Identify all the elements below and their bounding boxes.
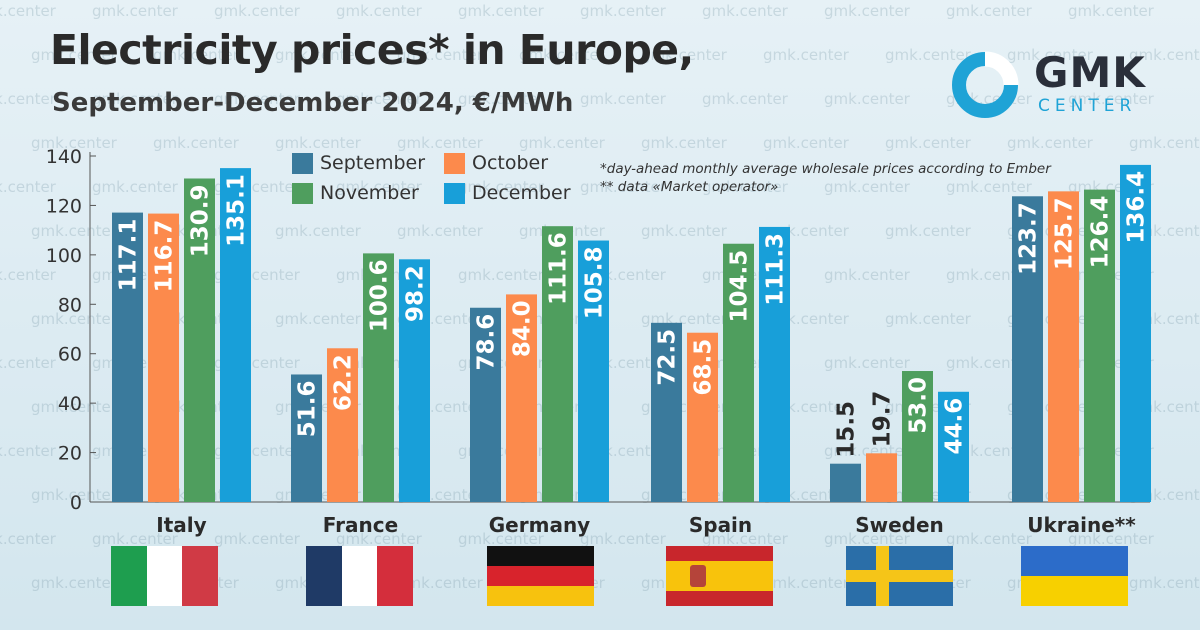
footnote-2: ** data «Market operator»	[600, 179, 779, 195]
legend-swatch-october	[444, 152, 465, 174]
value-label: 84.0	[510, 300, 536, 357]
bar-december-2	[578, 240, 609, 502]
value-label: 125.7	[1052, 197, 1078, 270]
value-label: 111.3	[763, 233, 789, 306]
legend-item-october: October	[444, 152, 548, 174]
legend-swatch-september	[292, 152, 313, 174]
logo-ring-icon	[952, 51, 1019, 118]
legend-label-september: September	[320, 152, 426, 174]
bar-november-4	[902, 371, 933, 502]
legend-swatch-november	[292, 182, 313, 204]
category-label: Spain	[689, 513, 752, 537]
footnote-1: *day-ahead monthly average wholesale pri…	[600, 161, 1051, 177]
y-tick-label: 140	[46, 146, 82, 168]
value-label: 123.7	[1016, 202, 1042, 275]
legend-swatch-december	[444, 182, 465, 204]
flag-spain-icon	[666, 546, 773, 606]
flag-italy-icon	[111, 546, 218, 606]
y-tick-label: 0	[70, 492, 82, 514]
category-label: Ukraine**	[1027, 513, 1136, 537]
value-label: 135.1	[224, 174, 250, 247]
legend-label-november: November	[320, 182, 419, 204]
y-tick-label: 80	[58, 294, 82, 316]
value-label: 51.6	[295, 380, 321, 437]
bar-october-1	[327, 348, 358, 502]
flag-sweden-icon	[846, 546, 953, 606]
value-label: 117.1	[116, 219, 142, 292]
legend-label-october: October	[472, 152, 549, 174]
value-label: 104.5	[727, 250, 753, 323]
value-label: 105.8	[582, 247, 608, 320]
legend-item-september: September	[292, 152, 425, 174]
flag-ukraine-icon	[1021, 546, 1128, 606]
bar-november-1	[363, 253, 394, 502]
bar-september-1	[291, 374, 322, 502]
value-label: 116.7	[152, 220, 178, 293]
category-label: France	[323, 513, 398, 537]
flag-germany-icon	[487, 546, 594, 606]
bar-october-3	[687, 332, 718, 502]
value-label: 78.6	[474, 314, 500, 371]
value-label: 98.2	[403, 265, 429, 322]
y-tick-label: 120	[46, 195, 82, 217]
category-label: Sweden	[855, 513, 944, 537]
bar-december-0	[220, 168, 251, 503]
y-tick-label: 20	[58, 443, 82, 465]
legend: September October November December	[292, 152, 592, 212]
value-label: 19.7	[870, 391, 896, 448]
chart-title: Electricity prices* in Europe,	[50, 26, 694, 74]
value-label: 72.5	[655, 329, 681, 386]
legend-label-december: December	[472, 182, 571, 204]
bar-september-2	[470, 307, 501, 502]
bar-november-5	[1084, 189, 1115, 502]
bar-december-5	[1120, 164, 1151, 502]
logo-name: GMK	[1034, 48, 1146, 97]
bar-december-3	[759, 226, 790, 502]
gmk-center-logo: GMK CENTER	[950, 48, 1150, 118]
flag-france-icon	[306, 546, 413, 606]
value-label: 15.5	[834, 401, 860, 458]
y-tick-label: 40	[58, 393, 82, 415]
category-label: Germany	[489, 513, 590, 537]
logo-sub: CENTER	[1038, 96, 1137, 116]
spain-coat-of-arms-icon	[690, 565, 706, 587]
bar-october-0	[148, 213, 179, 502]
y-tick-label: 100	[46, 245, 82, 267]
value-label: 44.6	[942, 398, 968, 455]
value-label: 68.5	[691, 339, 717, 396]
value-label: 136.4	[1124, 171, 1150, 244]
value-label: 53.0	[906, 377, 932, 434]
category-label: Italy	[156, 513, 206, 537]
bar-december-1	[399, 259, 430, 502]
bar-november-0	[184, 178, 215, 503]
bar-december-4	[938, 391, 969, 502]
legend-item-november: November	[292, 182, 419, 204]
chart-subtitle: September-December 2024, €/MWh	[52, 88, 574, 118]
bar-september-4	[830, 463, 861, 502]
bar-october-2	[506, 294, 537, 502]
bar-november-2	[542, 226, 573, 502]
bar-september-3	[651, 322, 682, 502]
value-label: 130.9	[188, 184, 214, 257]
bar-september-5	[1012, 196, 1043, 502]
value-label: 62.2	[331, 354, 357, 411]
legend-item-december: December	[444, 182, 571, 204]
footnotes: *day-ahead monthly average wholesale pri…	[600, 160, 1051, 196]
bar-october-4	[866, 453, 897, 502]
bar-september-0	[112, 212, 143, 503]
value-label: 126.4	[1088, 196, 1114, 269]
y-tick-label: 60	[58, 344, 82, 366]
value-label: 100.6	[367, 259, 393, 332]
value-label: 111.6	[546, 232, 572, 305]
bar-october-5	[1048, 191, 1079, 502]
bar-november-3	[723, 243, 754, 502]
